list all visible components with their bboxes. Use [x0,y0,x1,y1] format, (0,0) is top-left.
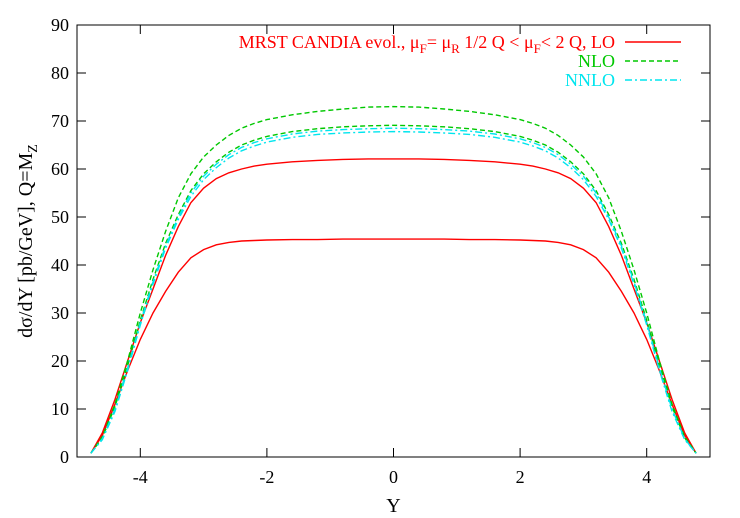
series-lo-high [90,158,697,454]
series-layer [90,105,697,454]
series-nnlo-high [90,127,697,454]
x-tick-label: 0 [389,467,398,487]
legend-lo-label: MRST CANDIA evol., μF= μR 1/2 Q < μF< 2 … [239,32,615,56]
y-tick-label: 30 [51,303,69,323]
x-tick-label: -4 [133,467,148,487]
legend-nlo-label: NLO [578,51,615,71]
ticks-layer: 0 10 20 30 40 50 60 70 80 90 -4 -2 0 2 4 [51,15,710,487]
legend-lo-sub3: F [534,41,541,56]
x-axis-label: Y [386,495,400,517]
x-tick-label: 2 [516,467,525,487]
legend-lo-mid: = μ [427,32,451,52]
legend-lo-sub2: R [451,41,460,56]
y-axis-label-main: dσ/dY [pb/GeV], Q=M [15,152,37,337]
series-nlo-low [90,124,697,454]
x-tick-label: 4 [642,467,651,487]
series-nlo-high [90,105,697,454]
y-tick-label: 0 [60,447,69,467]
y-tick-label: 80 [51,63,69,83]
y-tick-label: 70 [51,111,69,131]
y-tick-label: 90 [51,15,69,35]
y-axis-label-sub: Z [26,144,41,153]
legend-nnlo-label: NNLO [565,70,615,90]
legend-lo-main: MRST CANDIA evol., μ [239,32,420,52]
y-axis-label: dσ/dY [pb/GeV], Q=MZ [15,144,41,338]
legend: MRST CANDIA evol., μF= μR 1/2 Q < μF< 2 … [239,32,681,90]
y-tick-label: 20 [51,351,69,371]
legend-lo-tail: < 2 Q, LO [541,32,615,52]
y-tick-label: 50 [51,207,69,227]
legend-lo-mid2: 1/2 Q < μ [460,32,534,52]
y-tick-label: 40 [51,255,69,275]
series-nnlo-low [90,130,697,454]
y-tick-label: 10 [51,399,69,419]
legend-lo-sub1: F [420,41,427,56]
x-tick-label: -2 [259,467,274,487]
series-lo-low [90,238,697,454]
y-tick-label: 60 [51,159,69,179]
